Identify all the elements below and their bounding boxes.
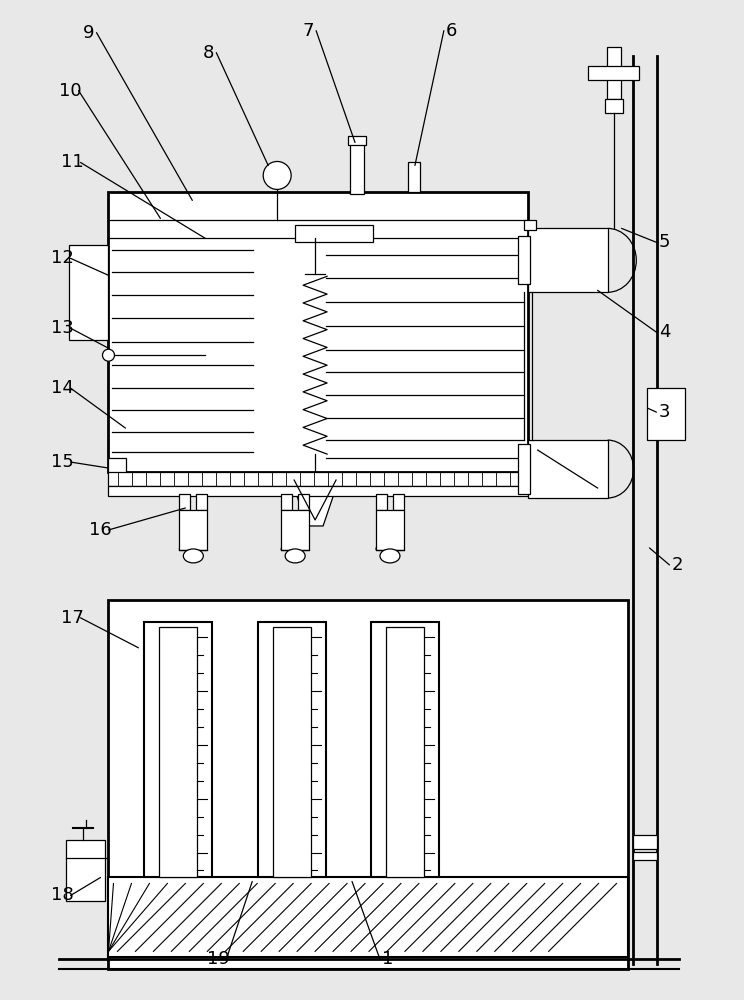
Text: 15: 15 — [51, 453, 74, 471]
FancyBboxPatch shape — [109, 877, 627, 957]
FancyBboxPatch shape — [109, 458, 126, 474]
Ellipse shape — [183, 549, 203, 563]
Polygon shape — [290, 476, 340, 526]
FancyBboxPatch shape — [258, 622, 326, 877]
FancyBboxPatch shape — [386, 627, 424, 877]
FancyBboxPatch shape — [144, 622, 212, 877]
Circle shape — [263, 161, 291, 189]
FancyBboxPatch shape — [632, 835, 658, 849]
FancyBboxPatch shape — [109, 600, 627, 969]
FancyBboxPatch shape — [408, 162, 420, 192]
Text: 1: 1 — [382, 950, 394, 968]
FancyBboxPatch shape — [647, 388, 685, 440]
Text: 10: 10 — [60, 82, 82, 100]
Text: 19: 19 — [207, 950, 230, 968]
FancyBboxPatch shape — [393, 494, 404, 510]
Text: 2: 2 — [672, 556, 683, 574]
FancyBboxPatch shape — [109, 472, 527, 486]
FancyBboxPatch shape — [371, 622, 439, 877]
Text: 16: 16 — [89, 521, 112, 539]
Circle shape — [103, 349, 115, 361]
FancyBboxPatch shape — [632, 852, 658, 859]
FancyBboxPatch shape — [527, 228, 608, 292]
FancyBboxPatch shape — [65, 840, 106, 901]
FancyBboxPatch shape — [605, 99, 623, 113]
FancyBboxPatch shape — [179, 494, 190, 510]
Text: 12: 12 — [51, 249, 74, 267]
FancyBboxPatch shape — [109, 486, 527, 496]
Ellipse shape — [380, 549, 400, 563]
FancyBboxPatch shape — [524, 220, 536, 230]
Ellipse shape — [285, 549, 305, 563]
Text: 18: 18 — [51, 886, 74, 904]
FancyBboxPatch shape — [179, 510, 208, 550]
FancyBboxPatch shape — [376, 494, 387, 510]
FancyBboxPatch shape — [109, 192, 527, 472]
FancyBboxPatch shape — [527, 440, 608, 498]
Text: 13: 13 — [51, 319, 74, 337]
Text: 6: 6 — [446, 22, 458, 40]
FancyBboxPatch shape — [273, 627, 311, 877]
FancyBboxPatch shape — [350, 142, 364, 194]
FancyBboxPatch shape — [518, 236, 530, 284]
FancyBboxPatch shape — [606, 47, 620, 99]
FancyBboxPatch shape — [295, 225, 373, 242]
FancyBboxPatch shape — [518, 444, 530, 494]
Text: 3: 3 — [658, 403, 670, 421]
FancyBboxPatch shape — [298, 494, 309, 510]
Text: 9: 9 — [83, 24, 94, 42]
Text: 17: 17 — [61, 609, 84, 627]
Text: 11: 11 — [61, 153, 84, 171]
FancyBboxPatch shape — [281, 494, 292, 510]
FancyBboxPatch shape — [348, 136, 366, 145]
Text: 5: 5 — [658, 233, 670, 251]
FancyBboxPatch shape — [68, 245, 109, 340]
FancyBboxPatch shape — [281, 510, 309, 550]
Text: 7: 7 — [302, 22, 314, 40]
Text: 14: 14 — [51, 379, 74, 397]
Text: 8: 8 — [202, 44, 214, 62]
FancyBboxPatch shape — [196, 494, 208, 510]
FancyBboxPatch shape — [159, 627, 197, 877]
Text: 4: 4 — [658, 323, 670, 341]
FancyBboxPatch shape — [376, 510, 404, 550]
FancyBboxPatch shape — [588, 66, 640, 80]
